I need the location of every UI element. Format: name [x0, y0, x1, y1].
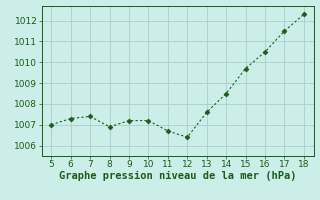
- X-axis label: Graphe pression niveau de la mer (hPa): Graphe pression niveau de la mer (hPa): [59, 171, 296, 181]
